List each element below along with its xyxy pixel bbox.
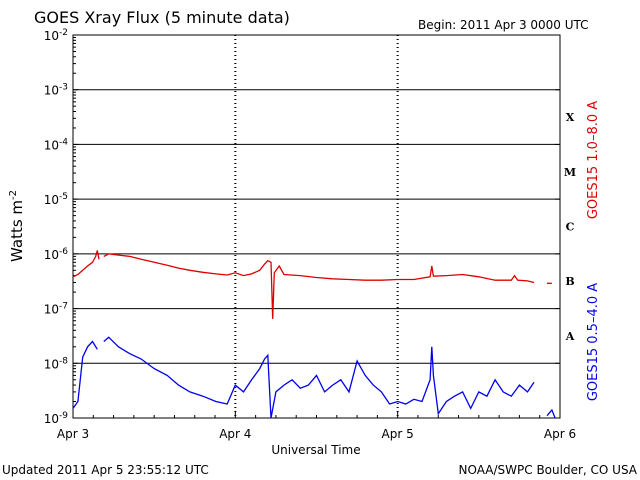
- begin-label: Begin: 2011 Apr 3 0000 UTC: [418, 18, 589, 32]
- y-tick-label: 10-3: [44, 83, 68, 98]
- y-tick-label: 10-4: [44, 137, 69, 152]
- y-tick-label: 10-7: [44, 302, 68, 317]
- x-tick-label: Apr 5: [382, 427, 414, 441]
- source-credit: NOAA/SWPC Boulder, CO USA: [459, 463, 638, 477]
- y-tick-label: 10-6: [44, 247, 69, 262]
- grid-lines: [73, 35, 560, 418]
- y-tick-label: 10-2: [44, 28, 68, 43]
- x-axis-ticks: Apr 3 Apr 4 Apr 5 Apr 6: [57, 412, 576, 441]
- series-line-segment: [72, 250, 100, 278]
- flare-class-c: C: [566, 221, 575, 234]
- x-axis-label: Universal Time: [271, 443, 360, 457]
- plot-area: [72, 34, 561, 419]
- legend-series-short: GOES15 0.5–4.0 A: [586, 283, 601, 401]
- flare-class-labels: X M C B A: [564, 111, 576, 343]
- flare-class-a: A: [565, 330, 575, 343]
- y-tick-label: 10-9: [44, 411, 69, 426]
- y-tick-label: 10-5: [44, 192, 68, 207]
- x-tick-label: Apr 6: [544, 427, 576, 441]
- x-tick-label: Apr 4: [219, 427, 251, 441]
- y-axis-label: Watts m-2: [8, 190, 26, 262]
- legend-series-long: GOES15 1.0–8.0 A: [586, 101, 601, 219]
- y-tick-label: 10-8: [44, 356, 69, 371]
- flare-class-b: B: [565, 275, 574, 288]
- data-series: [72, 250, 556, 419]
- series-line-segment: [546, 408, 556, 419]
- series-line-segment: [103, 336, 535, 419]
- flare-class-x: X: [566, 111, 575, 124]
- x-tick-label: Apr 3: [57, 427, 89, 441]
- y-axis-ticks: 10-2 10-3 10-4 10-5 10-6 10-7 10-8 10-9: [44, 28, 560, 426]
- flare-class-m: M: [564, 166, 576, 179]
- updated-timestamp: Updated 2011 Apr 5 23:55:12 UTC: [2, 463, 209, 477]
- series-line-segment: [103, 253, 535, 319]
- chart-title: GOES Xray Flux (5 minute data): [34, 8, 290, 27]
- series-line-segment: [72, 340, 98, 409]
- series-short-wavelength: [72, 336, 556, 419]
- plot-border: [72, 34, 561, 419]
- series-long-wavelength: [72, 250, 552, 319]
